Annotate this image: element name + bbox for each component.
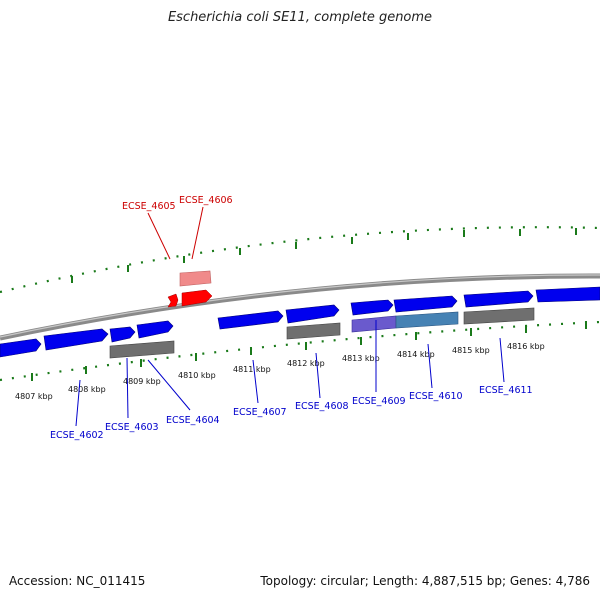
genome-summary: Topology: circular; Length: 4,887,515 bp… bbox=[260, 574, 590, 588]
scale-label: 4814 kbp bbox=[397, 350, 435, 359]
gene-arrow bbox=[393, 295, 458, 313]
scale-label: 4811 kbp bbox=[233, 365, 271, 374]
gene-arrow bbox=[0, 338, 42, 358]
scale-label: 4816 kbp bbox=[507, 342, 545, 351]
rna-features bbox=[109, 307, 535, 359]
gene-label-ecse-4608: ECSE_4608 bbox=[295, 401, 349, 412]
reverse-gene-arrow bbox=[181, 289, 213, 307]
top-leader-lines bbox=[147, 206, 204, 260]
gene-label-ecse-4606: ECSE_4606 bbox=[179, 195, 233, 206]
reverse-gene-arrow bbox=[167, 293, 179, 308]
gene-arrow bbox=[350, 299, 394, 316]
upper-tick-track bbox=[0, 226, 600, 294]
gene-label-ecse-4605: ECSE_4605 bbox=[122, 201, 176, 212]
gene-label-ecse-4603: ECSE_4603 bbox=[105, 422, 159, 433]
gene-arrow bbox=[43, 328, 109, 351]
gene-arrow bbox=[109, 326, 136, 343]
scale-label: 4810 kbp bbox=[178, 371, 216, 380]
scale-label: 4808 kbp bbox=[68, 385, 106, 394]
accession-text: Accession: NC_011415 bbox=[9, 574, 146, 588]
gene-label-ecse-4610: ECSE_4610 bbox=[409, 391, 463, 402]
rna-block bbox=[109, 340, 175, 359]
genome-backbone bbox=[0, 273, 600, 341]
forward-genes bbox=[0, 286, 600, 358]
scale-label: 4812 kbp bbox=[287, 359, 325, 368]
highlight-teal bbox=[395, 311, 459, 329]
lower-major-ticks bbox=[31, 321, 587, 381]
gene-label-ecse-4611: ECSE_4611 bbox=[479, 385, 533, 396]
genome-backbone-highlight bbox=[0, 274, 600, 338]
gene-label-ecse-4602: ECSE_4602 bbox=[50, 430, 104, 441]
gene-label-ecse-4607: ECSE_4607 bbox=[233, 407, 287, 418]
upper-major-ticks bbox=[71, 228, 577, 283]
lower-tick-track bbox=[0, 320, 600, 382]
highlight-purple bbox=[351, 315, 397, 333]
gene-arrow bbox=[136, 320, 174, 339]
gene-arrow bbox=[285, 304, 340, 324]
reverse-gene-light bbox=[179, 270, 212, 287]
gene-label-ecse-4604: ECSE_4604 bbox=[166, 415, 220, 426]
scale-label: 4807 kbp bbox=[15, 392, 53, 401]
gene-arrow bbox=[463, 290, 534, 308]
rna-block bbox=[286, 322, 341, 340]
scale-label: 4809 kbp bbox=[123, 377, 161, 386]
scale-label: 4813 kbp bbox=[342, 354, 380, 363]
gene-arrow bbox=[535, 286, 600, 303]
map-title: Escherichia coli SE11, complete genome bbox=[167, 10, 433, 25]
scale-label: 4815 kbp bbox=[452, 346, 490, 355]
rna-block bbox=[463, 307, 535, 325]
bottom-leader-lines bbox=[75, 320, 505, 427]
gene-label-ecse-4609: ECSE_4609 bbox=[352, 396, 406, 407]
gene-arrow bbox=[217, 310, 284, 330]
